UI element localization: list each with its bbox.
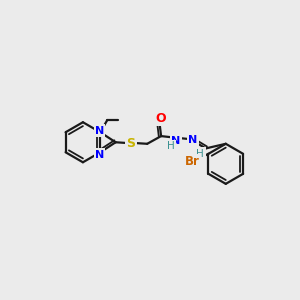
Text: N: N xyxy=(171,136,180,146)
Text: O: O xyxy=(155,112,166,125)
Text: Br: Br xyxy=(185,155,200,168)
Text: H: H xyxy=(196,149,204,159)
Text: S: S xyxy=(127,136,136,149)
Text: N: N xyxy=(95,150,104,160)
Text: N: N xyxy=(95,126,104,136)
Text: H: H xyxy=(167,141,175,151)
Text: N: N xyxy=(188,135,197,145)
